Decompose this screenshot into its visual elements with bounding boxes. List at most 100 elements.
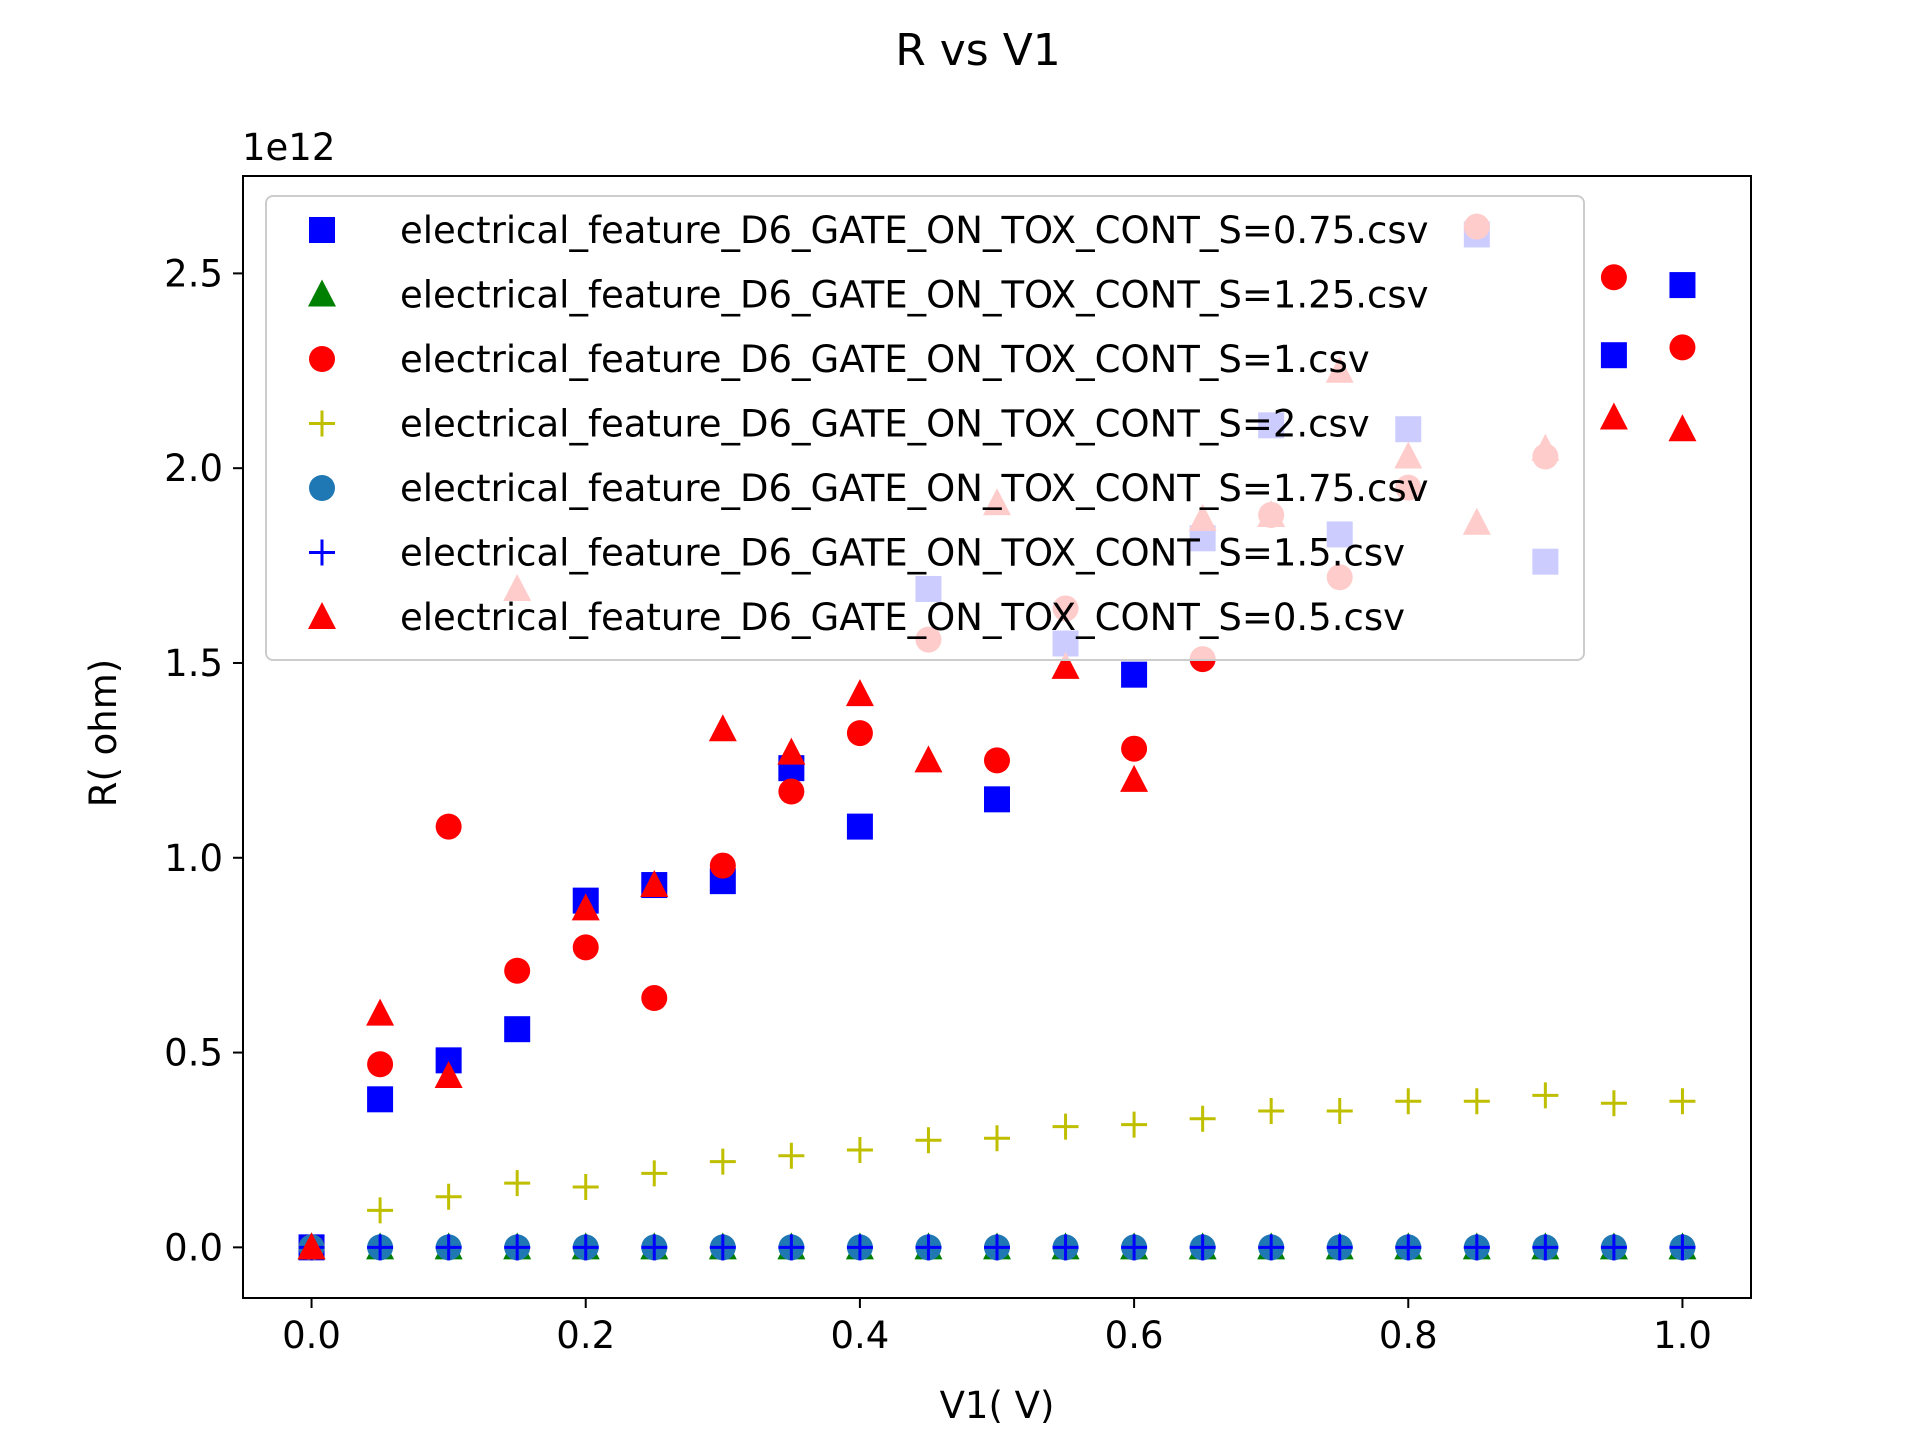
data-point-series-6	[1600, 1234, 1627, 1261]
data-point-series-7	[366, 998, 395, 1026]
data-point-series-4	[1326, 1098, 1353, 1124]
legend-label-1: electrical_feature_D6_GATE_ON_TOX_CONT_S…	[400, 209, 1429, 252]
data-point-series-4	[1121, 1111, 1148, 1138]
data-point-series-3	[572, 934, 599, 961]
data-point-series-6	[572, 1234, 599, 1261]
legend-marker-2	[308, 279, 336, 307]
data-point-series-6	[915, 1234, 942, 1261]
data-point-series-4	[572, 1173, 599, 1200]
legend-label-7: electrical_feature_D6_GATE_ON_TOX_CONT_S…	[400, 596, 1405, 639]
data-point-series-4	[915, 1127, 942, 1154]
data-point-series-7	[297, 1232, 326, 1260]
legend-marker-5	[309, 475, 335, 501]
data-point-series-7	[434, 1060, 463, 1088]
data-point-series-7	[1120, 764, 1149, 792]
legend-label-4: electrical_feature_D6_GATE_ON_TOX_CONT_S…	[400, 403, 1370, 446]
data-point-series-6	[367, 1234, 394, 1261]
data-point-series-1	[367, 1086, 394, 1113]
data-point-series-3	[367, 1051, 394, 1078]
data-point-series-4	[709, 1148, 736, 1175]
data-point-series-7	[708, 714, 737, 742]
data-point-series-4	[1189, 1105, 1216, 1132]
data-point-series-4	[1052, 1113, 1079, 1140]
data-point-series-6	[1532, 1234, 1559, 1261]
data-point-series-4	[504, 1170, 531, 1197]
legend-label-3: electrical_feature_D6_GATE_ON_TOX_CONT_S…	[400, 338, 1370, 381]
x-tick-label: 0.4	[830, 1314, 889, 1357]
data-point-series-7	[914, 745, 943, 773]
data-point-series-1	[1669, 272, 1696, 299]
data-point-series-7	[777, 737, 806, 765]
data-point-series-1	[846, 813, 873, 840]
data-point-series-6	[1326, 1234, 1353, 1261]
data-point-series-4	[641, 1160, 668, 1187]
legend-marker-4	[309, 410, 335, 437]
data-point-series-3	[641, 985, 668, 1012]
data-point-series-6	[1052, 1234, 1079, 1261]
data-point-series-4	[1669, 1088, 1696, 1115]
data-point-series-7	[571, 893, 600, 921]
data-point-series-3	[1121, 735, 1148, 762]
data-point-series-3	[435, 813, 462, 840]
data-point-series-1	[1121, 661, 1148, 688]
data-point-series-7	[1599, 402, 1628, 430]
legend-marker-3	[309, 346, 335, 372]
y-tick-label: 2.5	[164, 252, 223, 295]
data-point-series-6	[1121, 1234, 1148, 1261]
data-point-series-6	[1669, 1234, 1696, 1261]
data-point-series-1	[504, 1016, 531, 1043]
y-axis: 0.0 0.5 1.0 1.5 2.0 2.5	[164, 252, 243, 1269]
data-point-series-3	[846, 720, 873, 747]
y-tick-label: 1.0	[164, 837, 223, 880]
data-point-series-1	[1600, 342, 1627, 369]
x-axis-label: V1( V)	[940, 1384, 1055, 1427]
legend-box	[265, 195, 1585, 661]
y-tick-label: 0.0	[164, 1226, 223, 1269]
data-point-series-7	[640, 870, 669, 898]
data-point-series-3	[504, 957, 531, 984]
y-axis-label: R( ohm)	[82, 659, 125, 807]
data-point-series-7	[1668, 414, 1697, 442]
data-point-series-3	[984, 747, 1010, 774]
legend-marker-1	[309, 217, 335, 243]
data-point-series-4	[984, 1125, 1010, 1152]
data-point-series-3	[778, 778, 805, 805]
legend-label-2: electrical_feature_D6_GATE_ON_TOX_CONT_S…	[400, 274, 1429, 317]
data-point-series-6	[504, 1234, 531, 1261]
data-point-series-7	[845, 679, 874, 707]
data-markers	[297, 213, 1697, 1261]
x-axis: 0.0 0.2 0.4 0.6 0.8 1.0	[282, 1298, 1712, 1357]
data-point-series-4	[1532, 1082, 1559, 1109]
data-point-series-4	[1395, 1088, 1422, 1115]
data-point-series-6	[1258, 1234, 1285, 1261]
data-point-series-1	[984, 786, 1010, 813]
data-point-series-4	[1600, 1090, 1627, 1117]
data-point-series-4	[846, 1136, 873, 1163]
legend-label-5: electrical_feature_D6_GATE_ON_TOX_CONT_S…	[400, 467, 1429, 510]
data-point-series-7	[1051, 651, 1080, 679]
legend-label-6: electrical_feature_D6_GATE_ON_TOX_CONT_S…	[400, 532, 1405, 575]
data-point-series-4	[1258, 1098, 1285, 1124]
legend-marker-6	[309, 539, 335, 566]
y-tick-label: 1.5	[164, 642, 223, 685]
x-tick-label: 0.8	[1379, 1314, 1438, 1357]
y-tick-label: 0.5	[164, 1032, 223, 1075]
plot-frame	[242, 175, 1752, 1299]
data-point-series-4	[778, 1142, 805, 1169]
data-point-series-6	[641, 1234, 668, 1261]
data-point-series-3	[1669, 334, 1696, 361]
data-point-series-6	[984, 1234, 1010, 1261]
data-point-series-6	[1463, 1234, 1490, 1261]
x-tick-label: 0.0	[282, 1314, 341, 1357]
chart-title: R vs V1	[895, 25, 1061, 76]
data-point-series-6	[435, 1234, 462, 1261]
data-point-series-4	[367, 1197, 394, 1224]
data-point-series-4	[435, 1183, 462, 1210]
x-tick-label: 1.0	[1653, 1314, 1712, 1357]
legend: electrical_feature_D6_GATE_ON_TOX_CONT_S…	[265, 195, 1585, 661]
data-point-series-6	[1189, 1234, 1216, 1261]
y-tick-label: 2.0	[164, 447, 223, 490]
data-point-series-3	[709, 852, 736, 879]
x-tick-label: 0.6	[1105, 1314, 1164, 1357]
